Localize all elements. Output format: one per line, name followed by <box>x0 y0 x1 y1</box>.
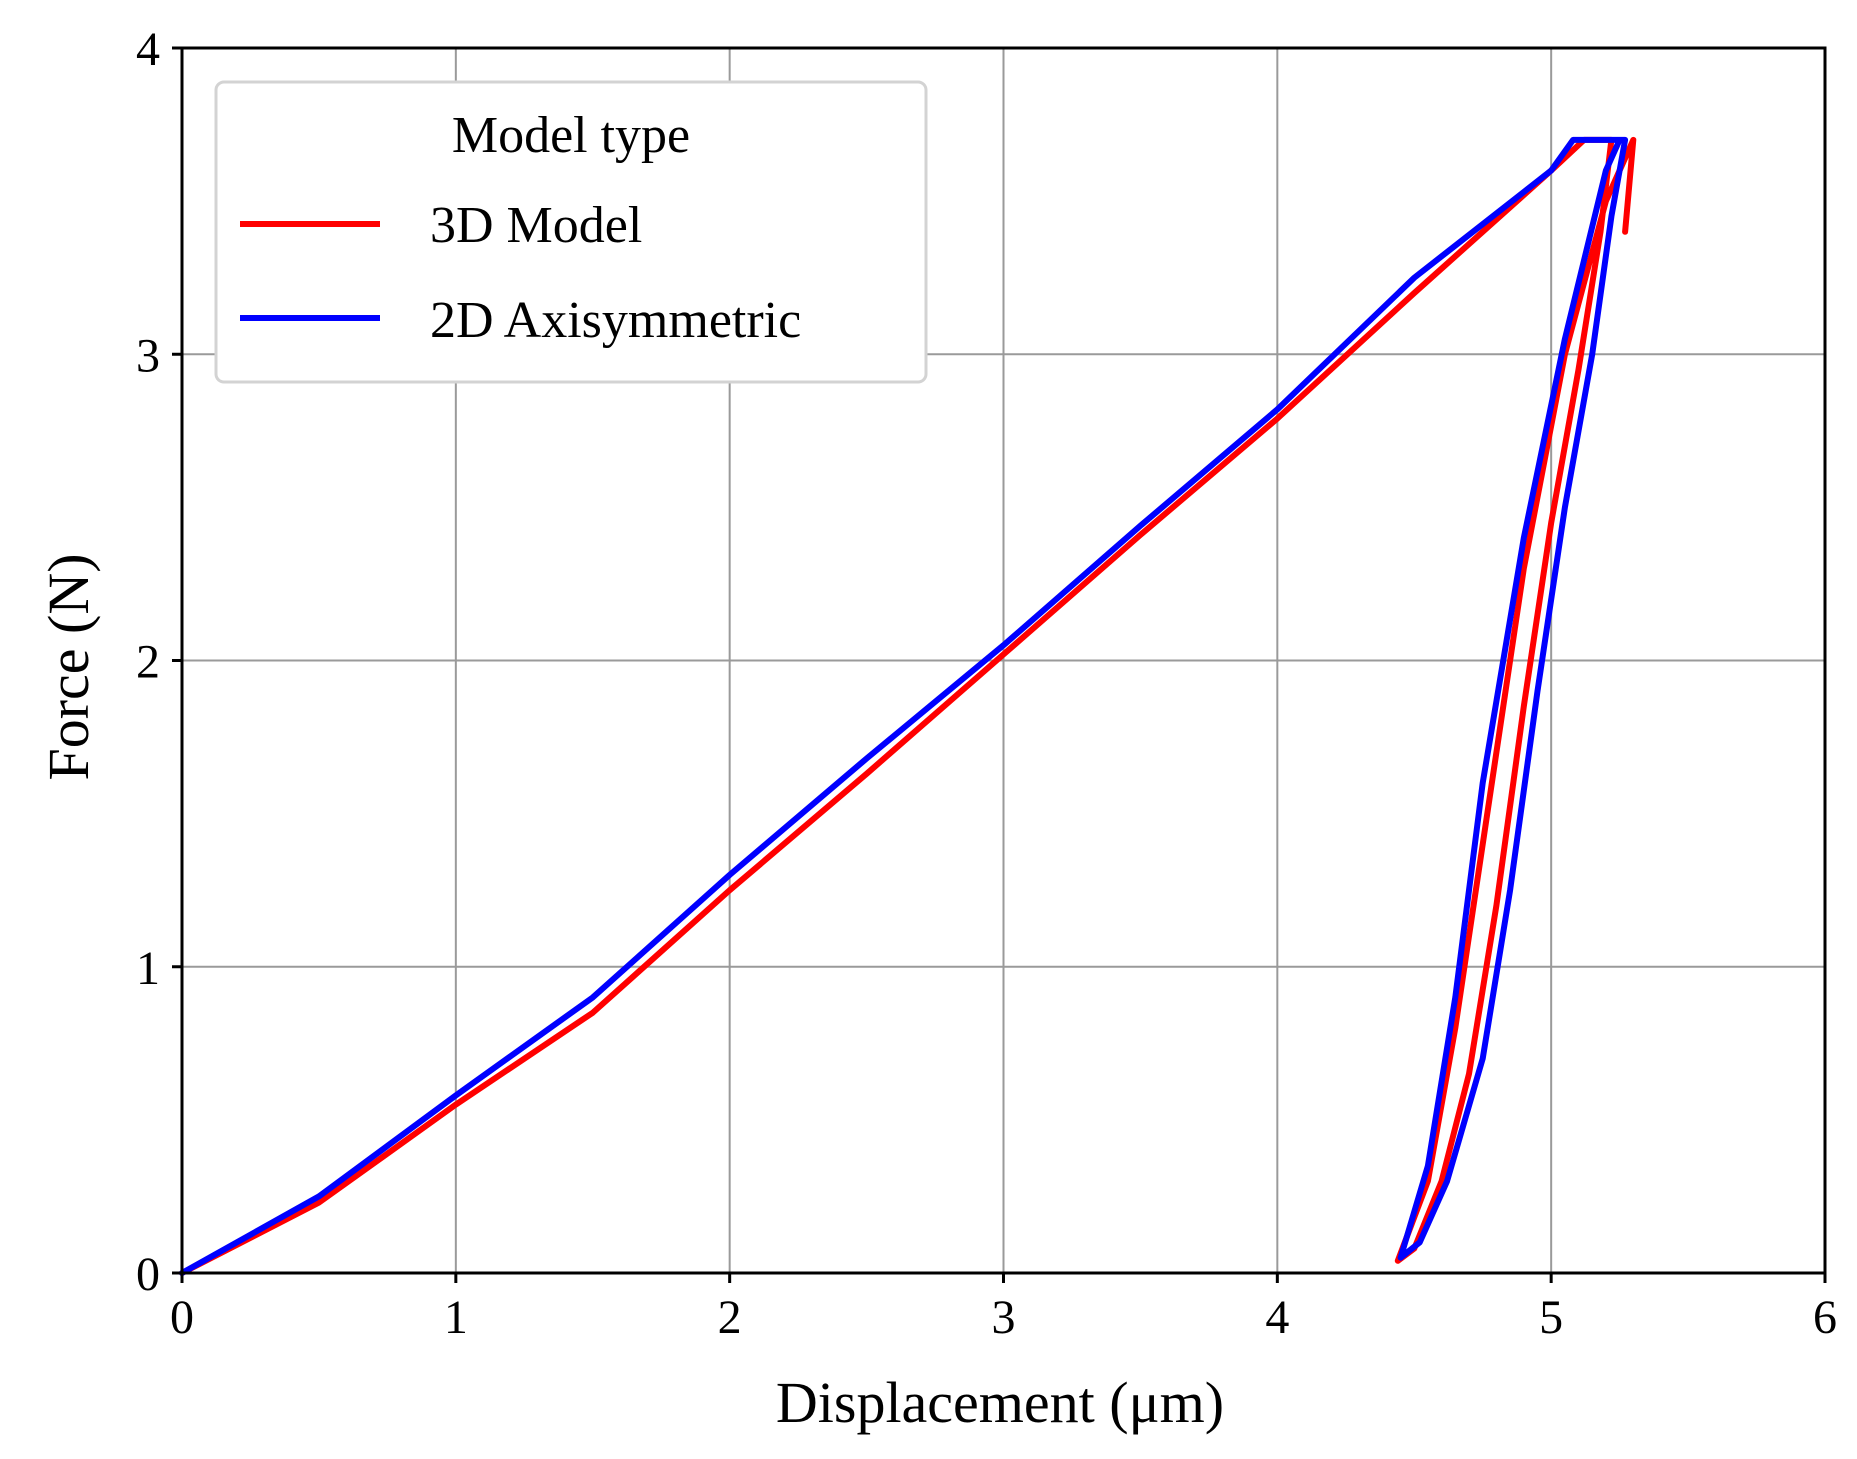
x-tick-label: 4 <box>1265 1291 1289 1344</box>
series-layer <box>179 136 1637 1276</box>
x-axis-label: Displacement (μm) <box>776 1370 1224 1435</box>
y-tick-label: 1 <box>136 942 160 995</box>
series-line-2d-axisymmetric <box>179 136 1629 1276</box>
y-tick-label: 3 <box>136 329 160 382</box>
legend-entry-3d-model: 3D Model <box>430 197 642 254</box>
x-tick-label: 2 <box>718 1291 742 1344</box>
legend-entry-2d-axisymmetric: 2D Axisymmetric <box>430 292 801 349</box>
y-tick-label: 4 <box>136 23 160 76</box>
y-axis-label: Force (N) <box>36 553 101 780</box>
legend-box <box>214 80 928 384</box>
series-line-3d-model <box>179 136 1637 1276</box>
ticks: 0 1 2 3 4 5 6 0 1 2 3 4 <box>136 23 1837 1344</box>
y-tick-label: 0 <box>136 1248 160 1301</box>
y-tick-label: 2 <box>136 636 160 689</box>
x-tick-label: 3 <box>992 1291 1016 1344</box>
legend: Model type 3D Model 2D Axisymmetric <box>214 80 928 384</box>
x-tick-label: 1 <box>444 1291 468 1344</box>
x-tick-label: 0 <box>170 1291 194 1344</box>
x-tick-label: 5 <box>1539 1291 1563 1344</box>
legend-title: Model type <box>452 107 690 164</box>
x-tick-label: 6 <box>1813 1291 1837 1344</box>
